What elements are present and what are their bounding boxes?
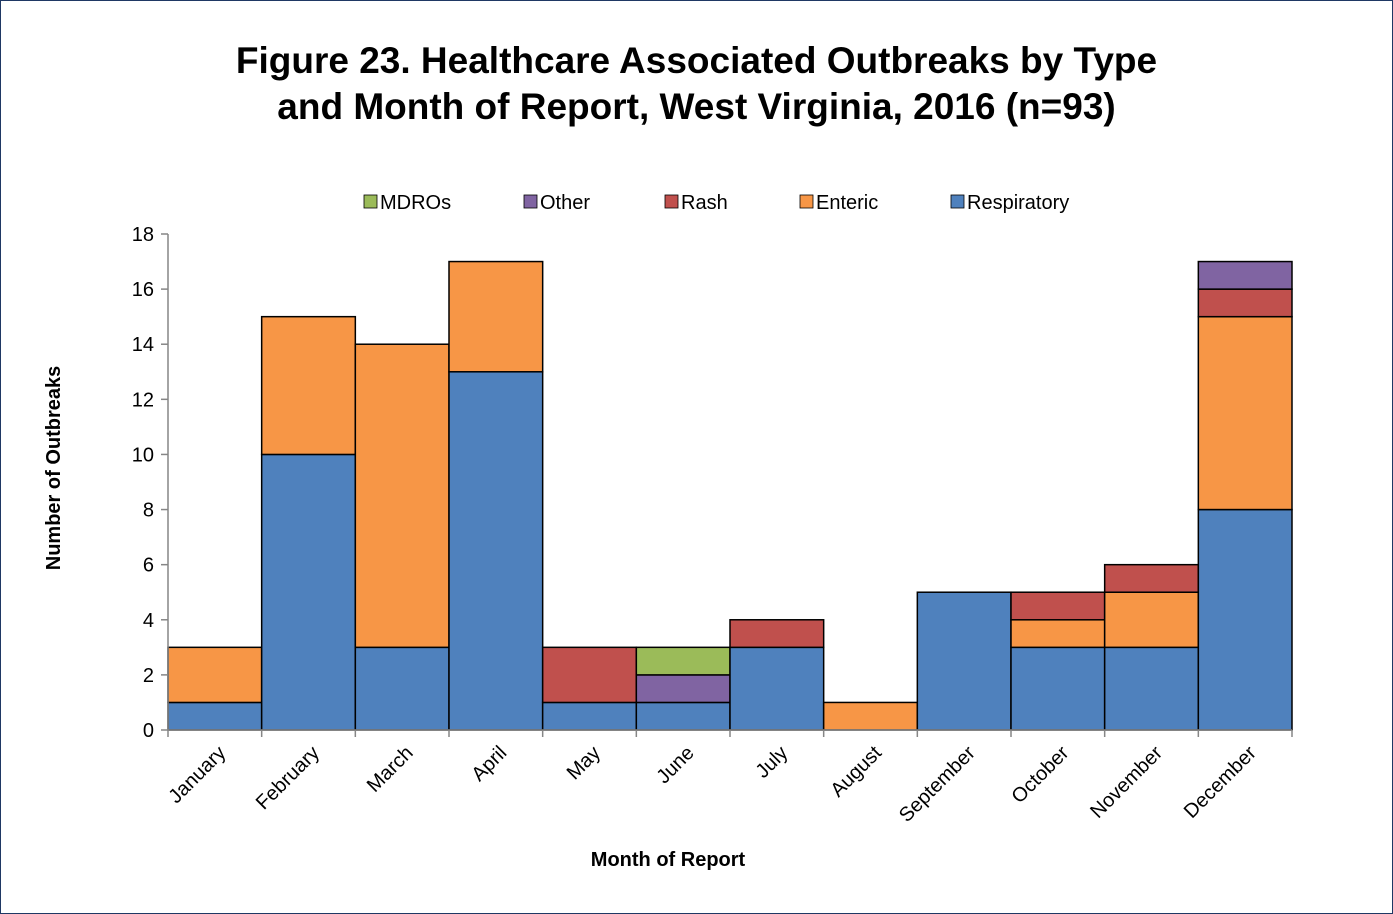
bar-enteric-march: [354, 343, 450, 649]
bar-respiratory-january: [167, 701, 263, 731]
y-axis-label: Number of Outbreaks: [43, 366, 65, 570]
bar-respiratory-september: [916, 591, 1012, 731]
bar-rash-november: [1103, 563, 1200, 593]
legend-swatch-enteric: [799, 194, 814, 209]
bar-other-december: [1197, 260, 1293, 290]
x-tick-label-august: August: [826, 742, 886, 802]
bar-enteric-august: [822, 701, 919, 731]
bar-respiratory-july: [729, 646, 825, 731]
y-tick-label-2: 2: [143, 665, 154, 687]
legend-label-respiratory: Respiratory: [967, 192, 1069, 214]
legend-swatch-other: [523, 194, 538, 209]
y-tick-label-16: 16: [132, 279, 154, 301]
bar-respiratory-october: [1010, 646, 1106, 731]
chart-title-line-2: and Month of Report, West Virginia, 2016…: [277, 86, 1116, 127]
bar-mdros-june: [635, 646, 731, 676]
legend-item-enteric: Enteric: [799, 192, 878, 214]
y-tick-label-4: 4: [143, 610, 154, 632]
bar-rash-october: [1010, 591, 1106, 621]
x-tick-label-september: September: [895, 742, 980, 827]
legend-item-rash: Rash: [664, 192, 728, 214]
chart-legend: MDROs Other Rash Enteric Respiratory: [363, 192, 1069, 214]
legend-item-respiratory: Respiratory: [950, 192, 1069, 214]
bar-respiratory-june: [635, 701, 731, 731]
x-tick-label-february: February: [252, 742, 324, 814]
bars-group: [167, 260, 1293, 731]
bar-rash-july: [729, 619, 825, 649]
legend-swatch-mdros: [363, 194, 378, 209]
y-tick-label-12: 12: [132, 389, 154, 411]
legend-swatch-respiratory: [950, 194, 965, 209]
bar-respiratory-may: [541, 701, 638, 731]
x-tick-label-march: March: [363, 742, 418, 797]
y-tick-label-18: 18: [132, 224, 154, 246]
x-tick-label-june: June: [652, 742, 698, 788]
legend-item-mdros: MDROs: [363, 192, 451, 214]
bar-respiratory-march: [354, 646, 450, 731]
y-tick-label-6: 6: [143, 555, 154, 577]
bar-enteric-february: [260, 315, 357, 456]
chart-title-line-1: Figure 23. Healthcare Associated Outbrea…: [235, 40, 1158, 81]
x-tick-label-january: January: [164, 742, 230, 808]
legend-item-other: Other: [523, 192, 590, 214]
bar-enteric-april: [448, 260, 544, 373]
bar-enteric-january: [167, 646, 263, 704]
legend-label-other: Other: [540, 192, 590, 214]
bar-respiratory-november: [1103, 646, 1200, 731]
y-tick-label-14: 14: [132, 334, 154, 356]
x-tick-label-october: October: [1007, 742, 1073, 808]
bar-respiratory-april: [448, 371, 544, 731]
chart-title: Figure 23. Healthcare Associated Outbrea…: [0, 38, 1393, 130]
bar-respiratory-february: [260, 453, 357, 731]
x-tick-label-november: November: [1086, 742, 1167, 823]
legend-swatch-rash: [664, 194, 679, 209]
bar-respiratory-december: [1197, 508, 1293, 731]
y-tick-label-8: 8: [143, 500, 154, 522]
bar-enteric-november: [1103, 591, 1200, 649]
x-axis-label: Month of Report: [591, 849, 746, 871]
bar-rash-may: [541, 646, 638, 704]
x-tick-label-may: May: [563, 742, 605, 784]
bar-rash-december: [1197, 288, 1293, 318]
bar-other-june: [635, 674, 731, 704]
x-tick-label-april: April: [468, 742, 512, 786]
bar-enteric-october: [1010, 619, 1106, 649]
x-tick-label-july: July: [752, 742, 793, 783]
y-tick-label-10: 10: [132, 444, 154, 466]
legend-label-mdros: MDROs: [380, 192, 451, 214]
y-tick-label-0: 0: [143, 720, 154, 742]
x-tick-label-december: December: [1180, 742, 1261, 823]
legend-label-rash: Rash: [681, 192, 728, 214]
legend-label-enteric: Enteric: [816, 192, 878, 214]
bar-enteric-december: [1197, 315, 1293, 511]
